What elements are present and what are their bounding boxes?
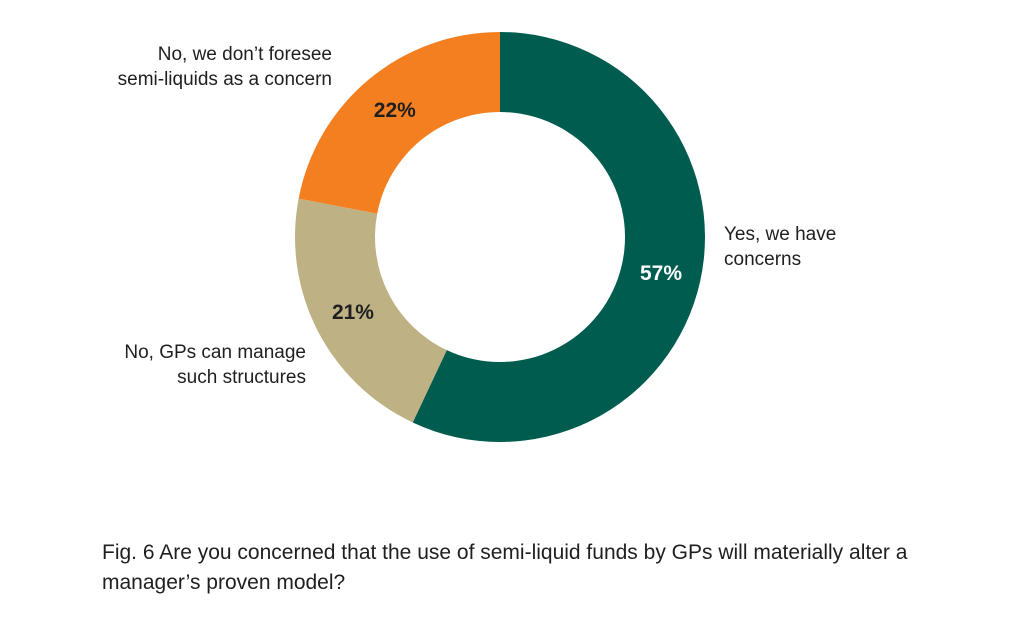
category-label-line: concerns [724, 249, 801, 270]
value-label-no-concern: 22% [374, 99, 416, 122]
slice-value-labels: 57% 21% 22% [332, 99, 682, 324]
value-label-gps-can-manage: 21% [332, 301, 374, 324]
slice-category-labels: Yes, we have concerns No, GPs can manage su… [118, 44, 837, 388]
category-label-line: No, GPs can manage [124, 342, 306, 363]
figure-caption: Fig. 6 Are you concerned that the use of… [102, 541, 908, 594]
category-label-line: No, we don’t foresee [158, 44, 332, 65]
category-label-gps-can-manage: No, GPs can manage such structures [124, 342, 306, 388]
category-label-line: semi-liquids as a concern [118, 69, 332, 90]
slice-yes-concerns [412, 32, 706, 442]
value-label-yes-concerns: 57% [640, 262, 682, 285]
donut-slices [295, 32, 706, 442]
category-label-line: Yes, we have [724, 224, 836, 245]
category-label-no-concern: No, we don’t foresee semi-liquids as a co… [118, 44, 332, 90]
category-label-line: such structures [177, 367, 306, 388]
slice-gps-can-manage [295, 198, 447, 423]
slice-no-concern [298, 32, 500, 214]
category-label-yes-concerns: Yes, we have concerns [724, 224, 836, 270]
